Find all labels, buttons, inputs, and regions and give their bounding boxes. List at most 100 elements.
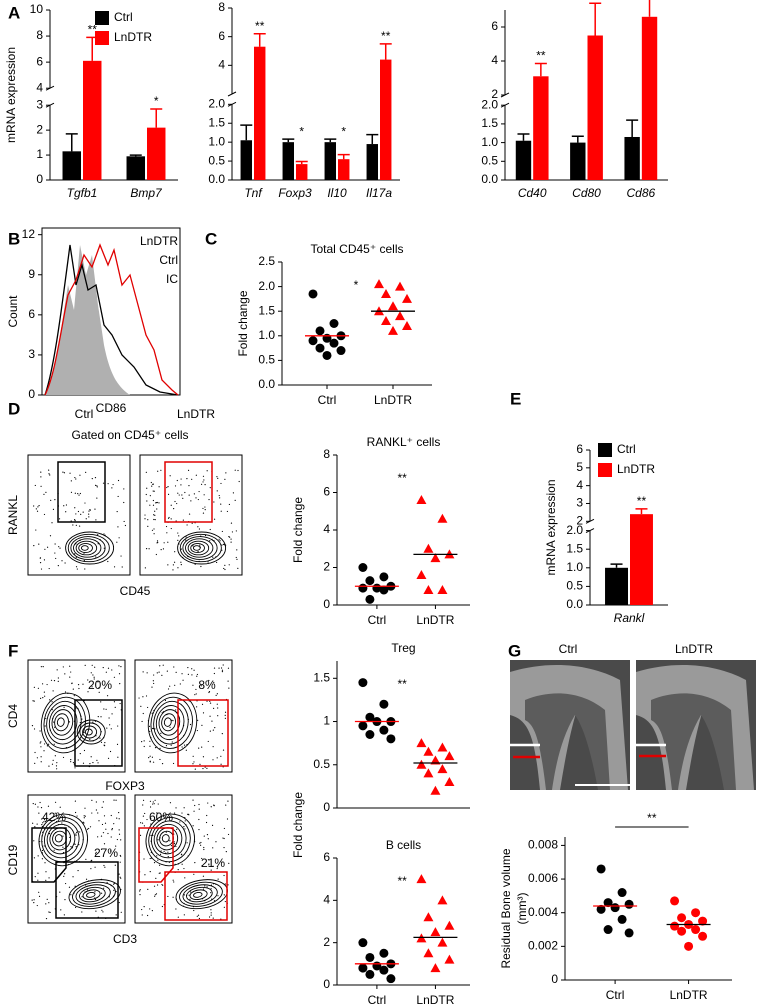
event-dot — [204, 484, 206, 486]
event-dot — [96, 486, 98, 488]
event-dot — [102, 666, 104, 669]
event-dot — [202, 481, 204, 483]
event-dot — [107, 667, 110, 669]
event-dot — [62, 846, 64, 848]
contour — [70, 536, 106, 560]
event-dot — [42, 697, 44, 699]
event-dot — [184, 877, 186, 879]
event-dot — [147, 888, 149, 890]
event-dot — [182, 497, 184, 499]
event-dot — [45, 879, 47, 881]
event-dot — [101, 806, 103, 808]
contour — [153, 700, 189, 745]
y-tick-label: 1.0 — [566, 560, 583, 574]
event-dot — [167, 851, 169, 853]
event-dot — [113, 889, 115, 891]
event-dot — [69, 472, 71, 474]
event-dot — [53, 721, 55, 723]
event-dot — [209, 702, 212, 704]
y-tick-label: 4 — [323, 522, 330, 536]
event-dot — [70, 491, 73, 493]
event-dot — [198, 747, 200, 749]
event-dot — [177, 539, 179, 541]
event-dot — [68, 886, 71, 888]
event-dot — [193, 810, 195, 812]
event-dot — [59, 547, 61, 549]
event-dot — [113, 676, 116, 678]
contour — [86, 891, 96, 898]
event-dot — [213, 681, 215, 683]
event-dot — [158, 864, 161, 866]
flow-plot-frame — [139, 454, 243, 576]
event-dot — [198, 528, 201, 530]
bar — [533, 76, 549, 180]
event-dot — [221, 861, 223, 863]
event-dot — [37, 687, 40, 689]
data-point — [423, 948, 434, 958]
contour — [38, 813, 88, 867]
event-dot — [192, 799, 194, 801]
event-dot — [48, 567, 50, 570]
bar — [254, 46, 266, 181]
event-dot — [159, 872, 161, 874]
event-dot — [72, 876, 74, 878]
legend-swatch — [95, 31, 109, 45]
event-dot — [63, 472, 66, 474]
event-dot — [202, 475, 205, 477]
event-dot — [79, 831, 81, 833]
event-dot — [110, 728, 112, 730]
y-tick-label: 2.5 — [258, 254, 275, 268]
event-dot — [153, 514, 155, 516]
event-dot — [208, 690, 211, 693]
event-dot — [213, 518, 216, 520]
event-dot — [113, 823, 115, 825]
event-dot — [145, 695, 148, 697]
event-dot — [143, 825, 145, 827]
event-dot — [39, 801, 41, 804]
event-dot — [214, 726, 216, 729]
event-dot — [148, 757, 150, 759]
event-dot — [202, 507, 204, 510]
error-bar — [295, 160, 308, 165]
event-dot — [191, 478, 193, 480]
event-dot — [183, 867, 185, 870]
event-dot — [64, 873, 66, 875]
significance: ** — [637, 494, 647, 508]
event-dot — [55, 557, 57, 560]
event-dot — [84, 568, 86, 570]
event-dot — [141, 741, 143, 743]
event-dot — [166, 486, 168, 489]
data-point — [308, 289, 318, 299]
bar — [83, 60, 102, 180]
y-tick-label: 1.0 — [208, 134, 225, 148]
event-dot — [147, 914, 149, 917]
event-dot — [198, 917, 200, 920]
data-point — [603, 925, 613, 935]
event-dot — [188, 894, 190, 896]
event-dot — [51, 701, 53, 703]
event-dot — [234, 469, 236, 471]
contour — [67, 533, 110, 563]
x-tick-label: Ctrl — [368, 993, 387, 1005]
event-dot — [33, 545, 35, 547]
y-tick-label: 6 — [491, 19, 498, 33]
event-dot — [222, 837, 224, 839]
chart-title: Treg — [391, 641, 415, 655]
event-dot — [149, 740, 151, 742]
event-dot — [40, 741, 42, 743]
event-dot — [91, 859, 93, 861]
y-tick-label: 6 — [28, 307, 35, 321]
event-dot — [183, 914, 185, 916]
event-dot — [45, 903, 47, 905]
event-dot — [180, 478, 182, 480]
event-dot — [209, 528, 211, 531]
event-dot — [153, 518, 155, 521]
event-dot — [208, 691, 210, 694]
event-dot — [94, 508, 96, 510]
event-dot — [124, 524, 127, 527]
event-dot — [39, 730, 41, 732]
event-dot — [63, 914, 65, 916]
event-dot — [70, 671, 72, 673]
event-dot — [41, 849, 44, 852]
event-dot — [107, 560, 109, 563]
